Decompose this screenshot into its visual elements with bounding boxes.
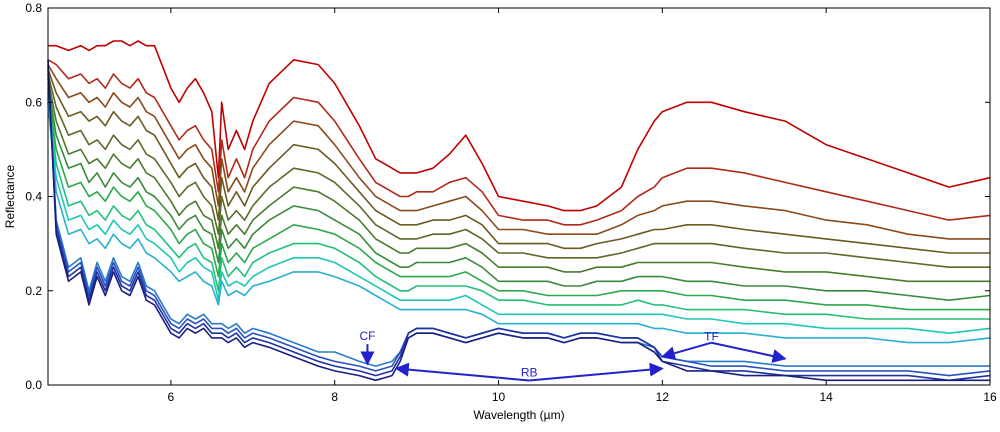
rb-label: RB	[521, 366, 538, 380]
x-tick-label: 12	[656, 390, 670, 404]
y-tick-label: 0.8	[25, 1, 42, 15]
tf-label: TF	[704, 330, 719, 344]
series-line-8	[47, 87, 990, 311]
axis-ticks: 6 8 10 12 14 16 0.0 0.2 0.4 0.6 0.8	[25, 1, 997, 404]
x-tick-label: 14	[819, 390, 833, 404]
y-tick-label: 0.6	[25, 95, 42, 109]
cf-label: CF	[359, 329, 375, 343]
y-tick-label: 0.4	[25, 190, 42, 204]
rb-arrow-left	[394, 362, 530, 382]
series-line-9	[47, 92, 990, 320]
rb-arrow-right	[529, 362, 664, 382]
tf-arrow-right	[711, 341, 787, 363]
series-line-14	[47, 64, 991, 382]
series-line-3	[47, 64, 990, 240]
series-line-2	[47, 59, 991, 226]
y-axis-title: Reflectance	[3, 164, 17, 228]
series-line-5	[47, 73, 990, 269]
series-line-1	[48, 40, 991, 212]
series-line-6	[47, 78, 990, 283]
x-tick-label: 6	[168, 390, 175, 404]
y-tick-label: 0.0	[25, 378, 42, 392]
y-tick-label: 0.2	[25, 284, 42, 298]
x-tick-label: 8	[331, 390, 338, 404]
series-line-4	[47, 69, 990, 254]
series-line-7	[47, 83, 991, 302]
series-line-15	[47, 59, 990, 382]
series-line-10	[47, 97, 991, 335]
x-tick-label: 10	[492, 390, 506, 404]
series-line-13	[47, 69, 991, 377]
x-tick-label: 16	[983, 390, 997, 404]
annotation-layer: CF RB TF	[359, 329, 787, 382]
x-axis-title: Wavelength (µm)	[473, 408, 564, 422]
series-layer	[47, 40, 991, 382]
series-line-11	[47, 102, 991, 344]
tf-arrow-left	[661, 341, 712, 361]
